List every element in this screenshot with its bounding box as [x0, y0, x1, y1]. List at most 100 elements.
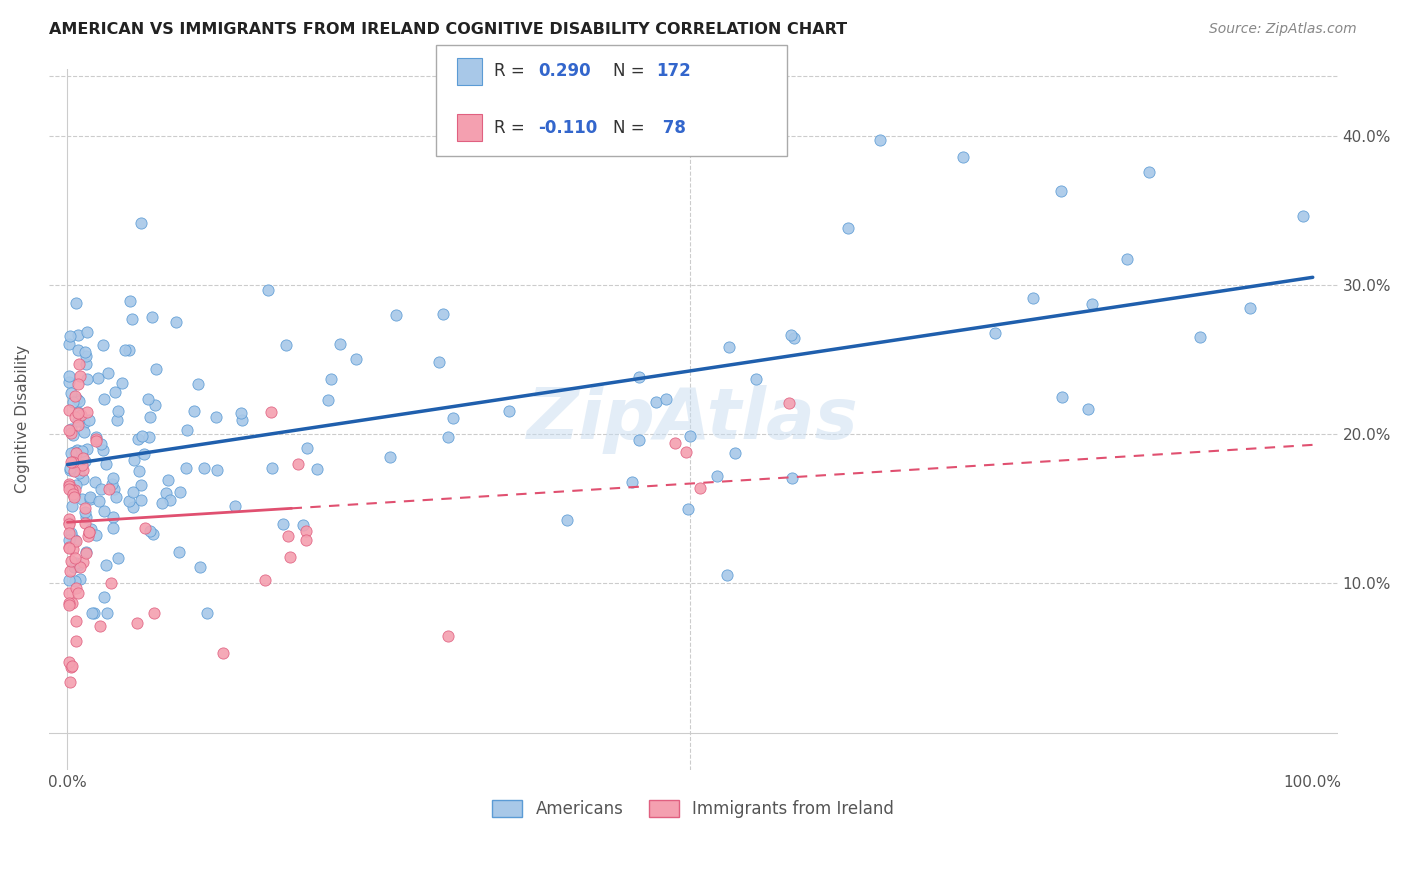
- Point: [427, 355, 450, 369]
- Point: [77, 529, 100, 543]
- Point: [498, 404, 520, 418]
- Point: [62, 454, 84, 468]
- Point: [62, 394, 84, 409]
- Point: [122, 500, 145, 514]
- Point: [378, 450, 401, 465]
- Point: [59, 455, 82, 469]
- Point: [125, 616, 148, 631]
- Point: [211, 646, 233, 660]
- Point: [58, 526, 80, 541]
- Text: R =: R =: [494, 62, 530, 80]
- Point: [59, 528, 82, 542]
- Point: [207, 463, 229, 477]
- Point: [869, 133, 891, 147]
- Point: [58, 596, 80, 610]
- Point: [79, 412, 101, 426]
- Point: [93, 504, 115, 518]
- Point: [100, 575, 122, 590]
- Point: [1050, 184, 1073, 198]
- Point: [724, 445, 747, 459]
- Point: [63, 464, 86, 478]
- Point: [59, 675, 82, 690]
- Point: [156, 473, 179, 487]
- Text: 172: 172: [657, 62, 692, 80]
- Point: [62, 487, 84, 501]
- Point: [129, 478, 152, 492]
- Point: [253, 573, 276, 587]
- Point: [131, 429, 153, 443]
- Point: [436, 628, 458, 642]
- Point: [65, 296, 87, 310]
- Point: [63, 490, 86, 504]
- Point: [187, 377, 209, 392]
- Point: [65, 483, 87, 498]
- Point: [93, 443, 115, 458]
- Point: [58, 483, 80, 497]
- Point: [121, 484, 143, 499]
- Point: [77, 525, 100, 540]
- Point: [664, 435, 686, 450]
- Legend: Americans, Immigrants from Ireland: Americans, Immigrants from Ireland: [486, 793, 901, 825]
- Point: [744, 372, 766, 386]
- Point: [66, 417, 89, 432]
- Point: [984, 326, 1007, 341]
- Point: [89, 618, 111, 632]
- Point: [292, 518, 315, 533]
- Point: [136, 392, 159, 406]
- Point: [1021, 291, 1043, 305]
- Point: [110, 376, 132, 390]
- Point: [75, 349, 97, 363]
- Point: [101, 509, 124, 524]
- Point: [224, 499, 246, 513]
- Point: [621, 475, 644, 490]
- Point: [69, 559, 91, 574]
- Point: [1077, 401, 1099, 416]
- Point: [73, 345, 96, 359]
- Point: [260, 405, 283, 419]
- Point: [67, 586, 90, 600]
- Point: [675, 445, 697, 459]
- Point: [316, 392, 339, 407]
- Point: [60, 596, 83, 610]
- Point: [66, 405, 89, 419]
- Point: [107, 404, 129, 418]
- Point: [628, 434, 651, 448]
- Point: [91, 338, 114, 352]
- Point: [60, 446, 83, 460]
- Point: [75, 545, 97, 559]
- Point: [67, 376, 90, 391]
- Point: [58, 540, 80, 554]
- Point: [105, 491, 128, 505]
- Point: [89, 493, 111, 508]
- Point: [58, 564, 80, 578]
- Point: [63, 533, 86, 547]
- Point: [107, 413, 129, 427]
- Point: [195, 607, 218, 621]
- Point: [305, 462, 328, 476]
- Point: [689, 481, 711, 495]
- Point: [193, 460, 215, 475]
- Point: [121, 312, 143, 326]
- Point: [59, 328, 82, 343]
- Point: [188, 559, 211, 574]
- Point: [716, 567, 738, 582]
- Point: [70, 444, 93, 458]
- Point: [79, 492, 101, 507]
- Point: [66, 392, 89, 407]
- Point: [276, 338, 298, 352]
- Point: [75, 516, 97, 531]
- Point: [60, 422, 83, 436]
- Point: [65, 582, 87, 596]
- Point: [79, 491, 101, 505]
- Point: [58, 337, 80, 351]
- Point: [59, 425, 82, 440]
- Point: [287, 457, 309, 471]
- Point: [93, 590, 115, 604]
- Point: [183, 403, 205, 417]
- Point: [65, 614, 87, 628]
- Point: [67, 558, 90, 573]
- Point: [231, 413, 253, 427]
- Point: [65, 556, 87, 570]
- Point: [257, 283, 280, 297]
- Point: [97, 482, 120, 496]
